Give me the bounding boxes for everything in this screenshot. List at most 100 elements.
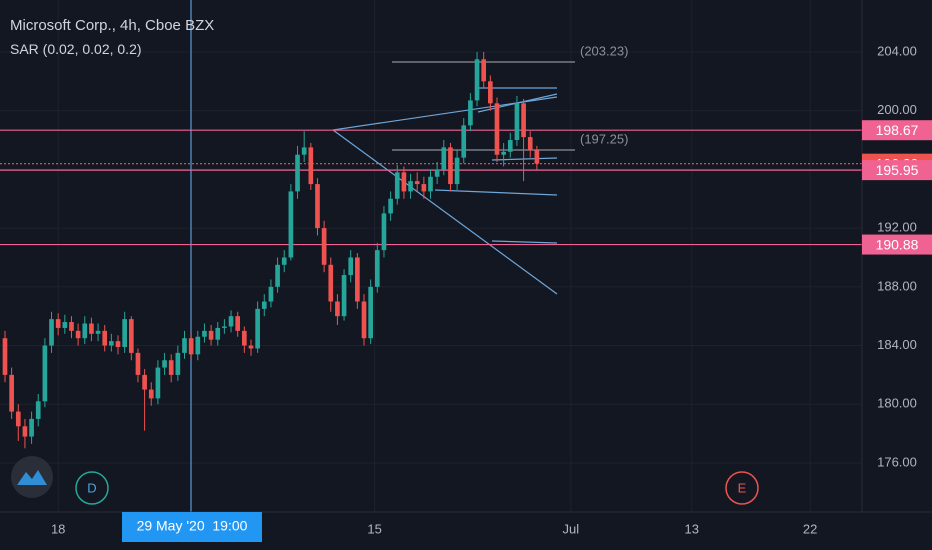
- candle-body: [148, 389, 154, 399]
- candle-body: [268, 286, 274, 302]
- x-tick-label: 13: [685, 521, 699, 536]
- candle-body: [255, 308, 260, 349]
- candle-body: [15, 411, 21, 427]
- candle-body: [368, 286, 373, 339]
- candle-body: [341, 275, 347, 317]
- logo: [11, 456, 53, 498]
- y-tick-label: 188.00: [877, 278, 917, 293]
- chart-title: Microsoft Corp., 4h, Cboe BZX: [10, 17, 214, 34]
- x-tick-label: Jul: [562, 521, 579, 536]
- candle-body: [361, 301, 367, 339]
- candles: [2, 51, 540, 449]
- candle-body: [228, 316, 234, 327]
- level-label-box: [862, 160, 932, 181]
- candle-body: [215, 327, 221, 340]
- level-label-box: [862, 234, 932, 255]
- candle-body: [474, 59, 480, 101]
- y-tick-label: 204.00: [877, 43, 917, 58]
- candle-body: [468, 100, 473, 126]
- marker-label: D: [87, 480, 96, 495]
- candle-body: [2, 338, 8, 375]
- level-label: 190.88: [876, 236, 919, 252]
- candle-body: [335, 301, 340, 317]
- candle-body: [428, 176, 433, 192]
- candle-body: [29, 418, 34, 437]
- candle-body: [75, 330, 81, 339]
- candle-body: [527, 137, 533, 151]
- candle-body: [301, 147, 307, 155]
- candle-body: [295, 154, 300, 192]
- candle-body: [248, 345, 254, 349]
- candle-body: [488, 81, 493, 104]
- candle-body: [408, 181, 413, 192]
- candle-body: [494, 103, 500, 155]
- candle-body: [242, 330, 247, 346]
- axis-labels: 176.00180.00184.00188.00192.00196.00200.…: [51, 43, 932, 536]
- candle-body: [401, 172, 407, 192]
- candle-body: [454, 157, 460, 185]
- indicator-label: SAR (0.02, 0.02, 0.2): [10, 41, 142, 57]
- candle-body: [208, 330, 214, 340]
- candle-body: [49, 319, 54, 346]
- level-label-box: [862, 120, 932, 141]
- candle-body: [202, 330, 207, 337]
- candle-body: [35, 401, 41, 419]
- candle-body: [521, 103, 526, 138]
- candle-body: [188, 338, 194, 355]
- x-tick-label: 22: [803, 521, 817, 536]
- candle-body: [128, 319, 134, 353]
- candle-body: [328, 264, 334, 302]
- candle-body: [135, 352, 141, 375]
- marker-label: E: [738, 480, 747, 495]
- candle-body: [448, 147, 453, 185]
- candle-body: [162, 360, 167, 368]
- crosshair-label: 29 May '20 19:00: [137, 518, 248, 534]
- candle-body: [308, 147, 314, 185]
- candle-body: [441, 147, 447, 170]
- candle-body: [155, 367, 161, 399]
- candle-body: [434, 169, 440, 177]
- candle-body: [109, 341, 114, 346]
- annotation: (203.23): [580, 43, 628, 58]
- y-tick-label: 192.00: [877, 220, 917, 235]
- trend-line: [332, 129, 558, 295]
- candle-body: [321, 228, 327, 265]
- candle-body: [348, 257, 354, 276]
- candle-body: [315, 184, 320, 229]
- candle-body: [414, 181, 420, 185]
- candle-body: [394, 172, 400, 199]
- y-tick-label: 184.00: [877, 337, 917, 352]
- earnings-marker[interactable]: [725, 471, 759, 505]
- dividend-marker[interactable]: [75, 471, 109, 505]
- candle-body: [168, 360, 174, 375]
- candle-body: [388, 198, 393, 214]
- candle-body: [62, 322, 68, 328]
- y-tick-label: 200.00: [877, 102, 917, 117]
- candle-body: [461, 125, 467, 158]
- annotation: (197.25): [580, 131, 628, 146]
- candle-body: [22, 426, 28, 437]
- candle-body: [182, 338, 187, 353]
- candle-body: [195, 336, 201, 355]
- candle-body: [69, 322, 74, 331]
- crosshair-label-box: [122, 512, 262, 542]
- candle-body: [381, 213, 387, 251]
- candle-body: [222, 326, 227, 328]
- candle-body: [421, 184, 427, 192]
- candle-body: [42, 345, 48, 402]
- candle-body: [235, 316, 241, 331]
- candle-body: [501, 151, 506, 155]
- candle-body: [122, 319, 127, 348]
- candle-body: [288, 191, 294, 258]
- candle-body: [481, 59, 487, 82]
- level-label: 198.67: [876, 122, 919, 138]
- candle-body: [95, 330, 101, 334]
- channel-line: [491, 157, 558, 161]
- x-tick-label: 18: [51, 521, 65, 536]
- channel-line: [491, 240, 558, 244]
- candle-body: [115, 341, 121, 348]
- candle-body: [175, 352, 181, 375]
- candle-body: [281, 257, 287, 265]
